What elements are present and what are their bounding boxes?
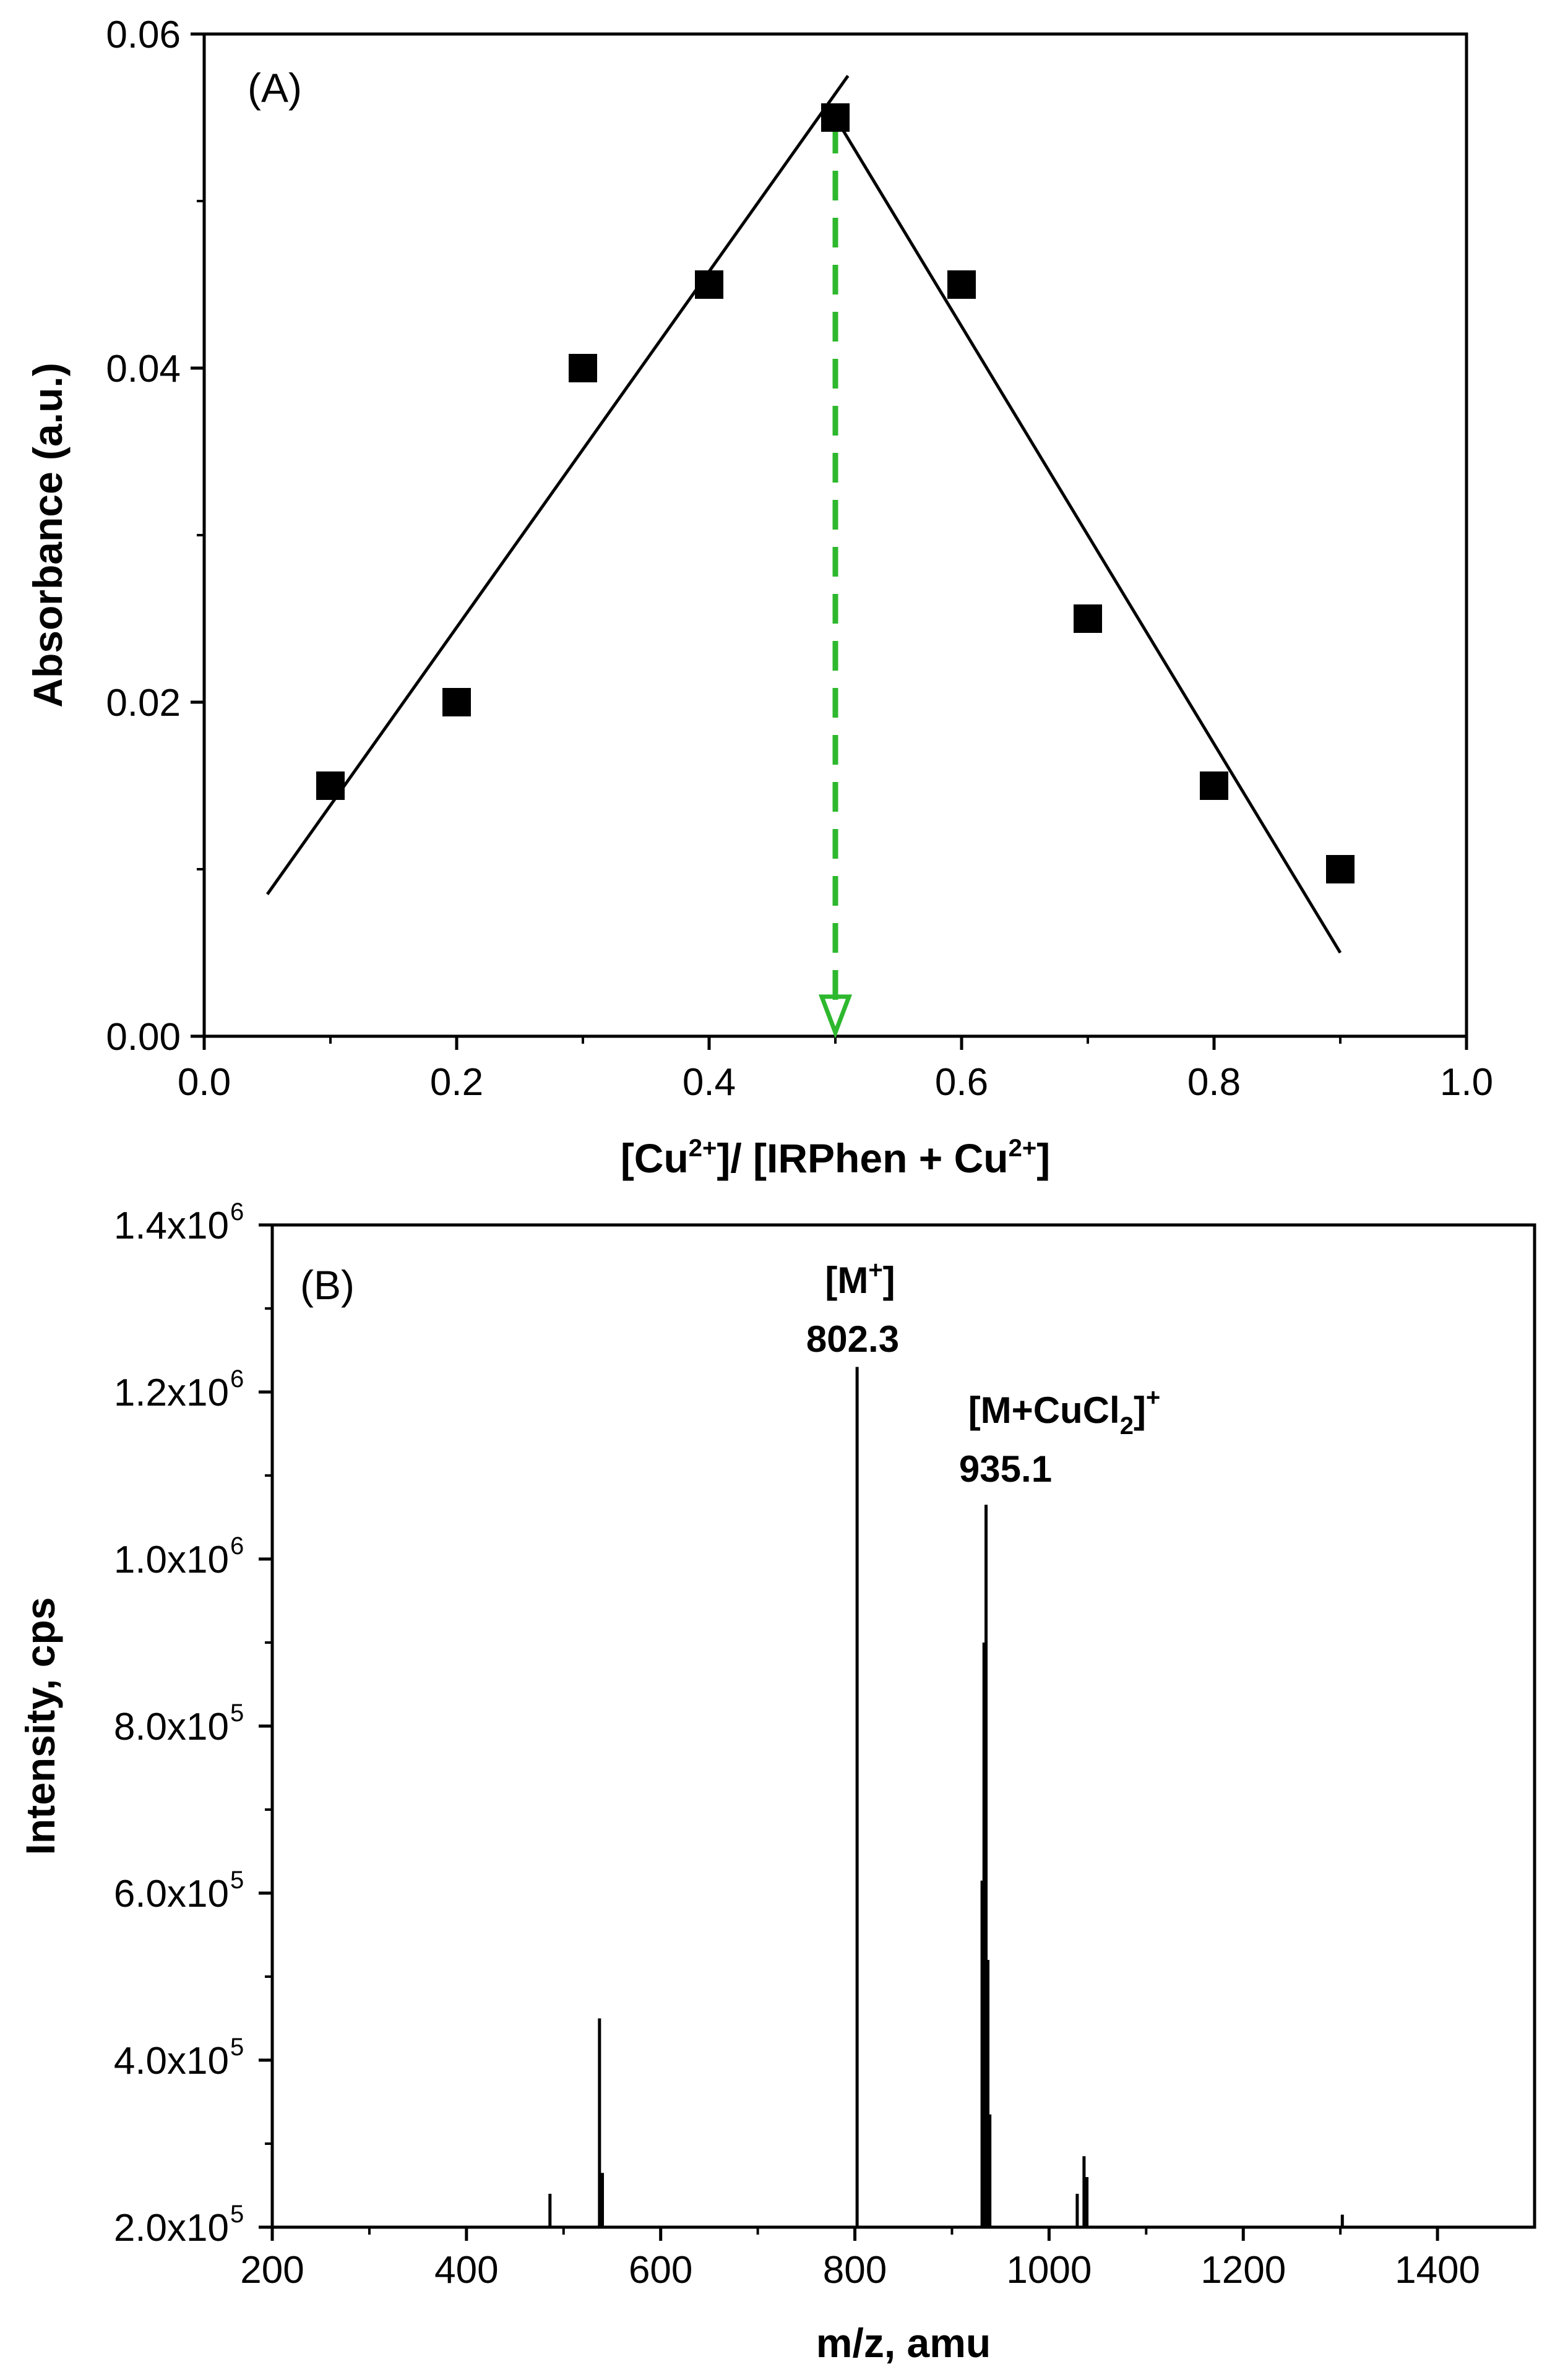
annotation-m-cucl2-value: 935.1 (959, 1448, 1052, 1490)
b-y-tick-exponent: 5 (230, 1867, 244, 1894)
a-y-tick-label: 0.00 (106, 1016, 181, 1059)
panel-a-dashed-arrow (818, 124, 853, 1039)
a-data-point (1200, 771, 1228, 800)
a-data-point (821, 103, 850, 132)
panel-b-y-axis-title: Intensity, cps (17, 1597, 63, 1855)
b-y-tick-label: 1.4x10 (114, 1205, 229, 1247)
panel-a-y-axis-title: Absorbance (a.u.) (25, 363, 71, 707)
panel-a-x-ticks: 0.0 0.2 0.4 0.6 0.8 1.0 (178, 1036, 1493, 1104)
a-x-tick-label: 0.6 (935, 1061, 988, 1104)
b-y-tick-label: 1.2x10 (114, 1372, 229, 1414)
a-y-tick-label: 0.04 (106, 348, 181, 390)
a-data-point (1074, 604, 1102, 633)
b-y-tick-label: 8.0x10 (114, 1706, 229, 1748)
b-x-tick-label: 400 (434, 2249, 498, 2292)
a-data-point (316, 771, 345, 800)
a-y-tick-label: 0.06 (106, 14, 181, 56)
b-y-tick-exponent: 6 (230, 1198, 244, 1226)
panel-b-frame (270, 1223, 1536, 2229)
b-x-tick-label: 1400 (1395, 2249, 1480, 2292)
b-x-tick-label: 200 (240, 2249, 304, 2292)
b-y-tick-exponent: 5 (230, 1699, 244, 1727)
a-data-point (442, 688, 471, 716)
a-x-tick-label: 0.2 (430, 1061, 483, 1104)
panel-b: (B) 200 400 600 800 1000 1200 1400 2.0x10 54.0x… (17, 1198, 1536, 2366)
a-x-tick-label: 0.4 (683, 1061, 736, 1104)
panel-a: (A) 0.0 0.2 0.4 0.6 0.8 1.0 0.000.020.040.06 … (25, 14, 1493, 1181)
b-y-tick-exponent: 5 (230, 2034, 244, 2061)
annotation-m-plus-value: 802.3 (806, 1318, 899, 1360)
b-x-tick-label: 1200 (1200, 2249, 1286, 2292)
panel-a-label: (A) (248, 65, 302, 111)
annotation-m-cucl2: [M+CuCl2]+ (968, 1384, 1161, 1440)
a-fit-line (265, 75, 850, 895)
b-y-tick-exponent: 6 (230, 1365, 244, 1393)
a-data-point (947, 270, 976, 299)
a-data-point (569, 354, 597, 382)
b-x-tick-label: 600 (629, 2249, 692, 2292)
b-x-tick-label: 800 (823, 2249, 887, 2292)
a-data-point (1326, 855, 1355, 883)
a-x-tick-label: 0.8 (1187, 1061, 1241, 1104)
panel-a-x-axis-title: [Cu2+]/ [IRPhen + Cu2+] (621, 1135, 1050, 1181)
b-y-tick-label: 2.0x10 (114, 2207, 229, 2249)
b-y-tick-exponent: 6 (230, 1532, 244, 1560)
panel-b-label: (B) (300, 1262, 355, 1308)
annotation-m-plus: [M+] (825, 1257, 895, 1301)
b-y-tick-label: 6.0x10 (114, 1873, 229, 1915)
panel-a-points (316, 103, 1355, 883)
panel-b-peaks (548, 1367, 1344, 2227)
panel-b-x-ticks: 200 400 600 800 1000 1200 1400 (240, 2227, 1480, 2292)
a-y-tick-label: 0.02 (106, 682, 181, 724)
panel-a-fit-lines (265, 75, 1342, 954)
b-y-tick-label: 4.0x10 (114, 2040, 229, 2082)
b-y-tick-exponent: 5 (230, 2201, 244, 2228)
panel-b-y-ticks: 2.0x10 54.0x10 56.0x10 58.0x10 51.0x10 61.2x1… (114, 1198, 272, 2249)
a-arrow-head (818, 994, 853, 1039)
a-x-tick-label: 0.0 (178, 1061, 231, 1104)
panel-b-x-axis-title: m/z, amu (816, 2320, 991, 2366)
a-x-tick-label: 1.0 (1440, 1061, 1493, 1104)
b-x-tick-label: 1000 (1006, 2249, 1092, 2292)
b-y-tick-label: 1.0x10 (114, 1539, 229, 1581)
a-data-point (695, 270, 723, 299)
panel-a-y-ticks: 0.00 0.02 0.04 0.06 (106, 14, 204, 1059)
a-fit-line (833, 116, 1342, 954)
